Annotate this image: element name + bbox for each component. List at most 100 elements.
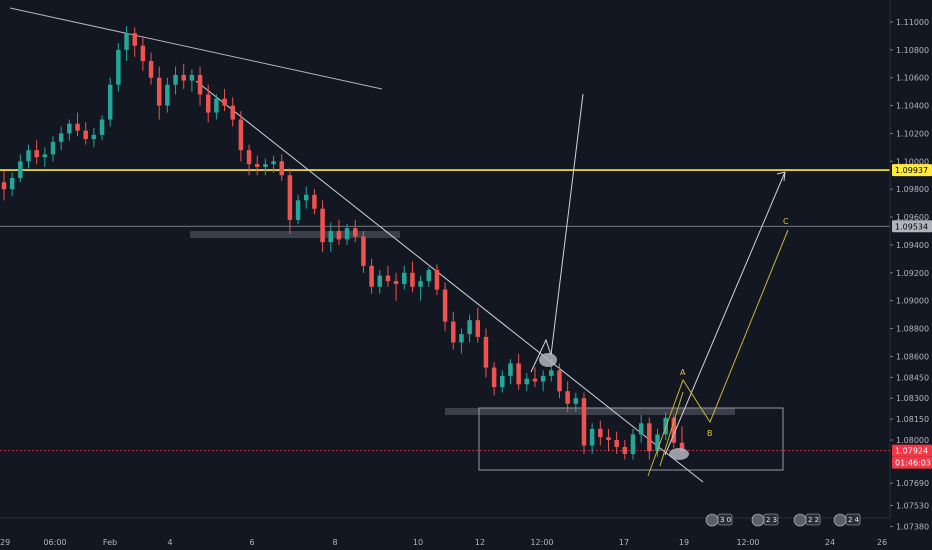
event-badge[interactable]: 2 4 bbox=[833, 513, 861, 527]
candle-body bbox=[26, 150, 31, 162]
candle-body bbox=[189, 74, 195, 81]
candle-body bbox=[385, 275, 391, 282]
candle bbox=[410, 261, 415, 293]
price-tag-0 bbox=[892, 164, 932, 177]
candle bbox=[189, 69, 195, 92]
event-badge[interactable]: 2 2 bbox=[793, 513, 821, 527]
candle-body bbox=[124, 33, 129, 50]
candle-body bbox=[434, 270, 440, 290]
time-tick-label: 17 bbox=[619, 538, 629, 547]
candle-body bbox=[451, 321, 456, 343]
candle-body bbox=[254, 164, 260, 167]
candle-body bbox=[369, 265, 374, 287]
event-count-box bbox=[763, 513, 779, 526]
candle-body bbox=[336, 231, 342, 240]
candle bbox=[655, 428, 660, 457]
event-badges[interactable]: 3 0 2 3 2 2 2 4 bbox=[705, 513, 861, 527]
candle-body bbox=[410, 272, 415, 287]
candle-body bbox=[197, 74, 203, 95]
candle bbox=[75, 112, 80, 137]
candle-body bbox=[58, 133, 64, 142]
price-tick-label: 1.08450 bbox=[896, 373, 929, 382]
candle-body bbox=[107, 84, 113, 120]
candle-body bbox=[75, 123, 80, 131]
candle bbox=[148, 52, 154, 85]
candle bbox=[540, 370, 546, 392]
candle-body bbox=[573, 398, 579, 404]
event-badge[interactable]: 2 3 bbox=[751, 513, 779, 527]
price-tick-label: 1.10800 bbox=[896, 46, 929, 55]
candle bbox=[140, 35, 146, 71]
candle bbox=[426, 267, 432, 287]
price-tick-label: 1.08800 bbox=[896, 325, 929, 334]
candle-body bbox=[630, 434, 636, 454]
candle bbox=[647, 417, 652, 460]
descending-trendline bbox=[195, 80, 704, 483]
price-tick-label: 1.07530 bbox=[896, 501, 929, 510]
candle-body bbox=[222, 98, 227, 106]
candle-body bbox=[418, 281, 423, 287]
candles bbox=[1, 26, 685, 460]
candle bbox=[393, 272, 399, 301]
candle-body bbox=[532, 378, 538, 382]
resistance-zone bbox=[190, 231, 400, 238]
price-tick-label: 1.08150 bbox=[896, 415, 929, 424]
candle bbox=[451, 311, 456, 350]
candle-body bbox=[140, 45, 146, 62]
candle-body bbox=[181, 74, 186, 81]
event-count-box bbox=[805, 513, 821, 526]
candle bbox=[475, 307, 481, 343]
price-tick-label: 1.11000 bbox=[896, 18, 929, 27]
countdown-tag bbox=[892, 456, 932, 469]
candle bbox=[557, 363, 562, 399]
candle-body bbox=[328, 231, 333, 243]
candle-body bbox=[508, 363, 513, 376]
candle-body bbox=[647, 423, 652, 452]
candle bbox=[589, 423, 595, 454]
candle bbox=[34, 140, 39, 165]
candle-body bbox=[361, 236, 366, 266]
candle bbox=[353, 219, 358, 243]
candle-body bbox=[663, 417, 668, 435]
candle bbox=[344, 224, 350, 245]
candle bbox=[630, 428, 636, 460]
candle-body bbox=[34, 150, 39, 158]
candle bbox=[173, 66, 178, 95]
candle-body bbox=[205, 94, 211, 113]
price-tick-label: 1.10000 bbox=[896, 157, 929, 166]
price-tick-label: 1.07690 bbox=[896, 479, 929, 488]
candle bbox=[254, 155, 260, 176]
time-tick-label: 29 bbox=[0, 538, 10, 547]
candle bbox=[238, 111, 244, 162]
candle-body bbox=[483, 336, 489, 368]
candle bbox=[361, 231, 366, 273]
candle-body bbox=[165, 84, 170, 106]
candle-body bbox=[312, 194, 317, 209]
candle bbox=[328, 222, 333, 252]
candle-body bbox=[475, 320, 481, 337]
time-tick-label: 4 bbox=[167, 538, 172, 547]
candle-body bbox=[638, 423, 644, 435]
candle bbox=[67, 119, 72, 141]
event-badge[interactable]: 3 0 bbox=[705, 513, 733, 527]
candle-body bbox=[353, 228, 358, 237]
pivot-marker-upper bbox=[539, 353, 557, 367]
wave-label-c: C bbox=[783, 217, 789, 226]
candle bbox=[116, 42, 121, 92]
time-tick-label: 12:00 bbox=[530, 538, 553, 547]
time-axis[interactable]: 29 06:00 Feb 4 6 8 10 12 12:00 17 19 12:00 24 26 bbox=[0, 517, 890, 550]
event-count-label: 3 0 bbox=[720, 516, 731, 524]
candle bbox=[50, 136, 56, 162]
candle bbox=[320, 200, 325, 252]
candle-body bbox=[540, 375, 546, 382]
price-tag-label: 1.09937 bbox=[895, 166, 928, 175]
event-count-box bbox=[845, 513, 861, 526]
candle-body bbox=[491, 367, 497, 388]
candle bbox=[124, 26, 129, 62]
candle bbox=[246, 144, 252, 176]
price-tick-label: 1.10200 bbox=[896, 129, 929, 138]
time-tick-label: 26 bbox=[877, 538, 887, 547]
candle-body bbox=[42, 154, 48, 158]
candle-body bbox=[238, 119, 244, 151]
